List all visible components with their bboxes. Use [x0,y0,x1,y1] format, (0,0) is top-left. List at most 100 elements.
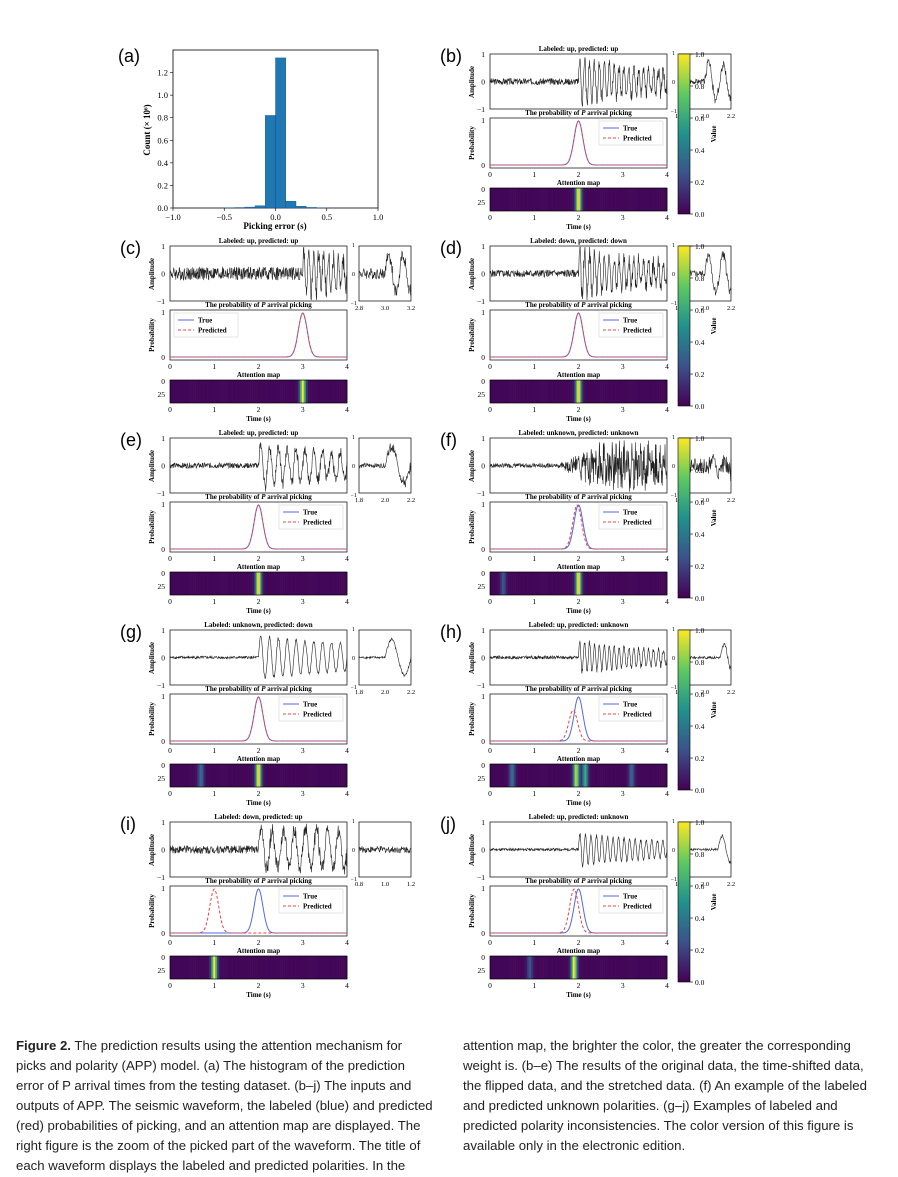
amplitude-label: Amplitude [148,642,156,674]
attention-cell [183,764,187,787]
legend-predicted-label: Predicted [623,519,652,527]
attention-cell [329,380,332,403]
attention-cell [547,764,550,787]
attention-cell [501,572,505,595]
attention-cell [199,380,202,403]
attention-cell [633,764,636,787]
attention-cell [266,572,269,595]
attention-cell [291,764,295,787]
attention-cell [495,380,499,403]
attention-cell [205,956,208,979]
waveform-panel: (e) Labeled: up, predicted: up10−1Amplitu… [120,429,415,615]
attention-cell [641,188,644,211]
attention-cell [207,380,210,403]
legend-true-label: True [623,509,637,517]
attention-cell [199,764,202,787]
attention-cell [490,764,493,787]
attention-cell [227,572,230,595]
attention-cell [517,380,520,403]
attention-cell [497,956,501,979]
time-tick: 3 [621,981,625,990]
attention-cell [191,764,194,787]
probability-tick: 0 [481,161,485,170]
time-tick: 1 [212,405,216,414]
attention-cell [323,764,326,787]
zoom-x-tick: 2.2 [407,689,415,696]
attention-cell [647,764,650,787]
attention-cell [499,380,503,403]
attention-cell [276,956,279,979]
attention-cell [578,380,581,403]
attention-cell [503,764,507,787]
colorbar-tick-label: 0.2 [695,946,705,955]
x-tick-label: 0.5 [321,212,332,222]
true-probability-line [490,504,667,550]
attention-cell [600,380,603,403]
attention-cell [641,764,644,787]
attention-cell [511,188,514,211]
attention-cell [613,572,617,595]
amplitude-tick: 0 [161,270,165,279]
zoom-x-tick: 2.2 [407,497,415,504]
attention-cell [305,764,308,787]
attention-cell [572,572,575,595]
attention-cell [227,764,230,787]
attention-cell [533,764,536,787]
attention-cell [211,764,214,787]
attention-cell [651,956,654,979]
zoom-axes [358,821,412,878]
attention-cell [331,956,334,979]
legend-true-label: True [303,509,317,517]
zoom-x-tick: 1.0 [381,881,389,888]
attention-cell [509,188,512,211]
attention-cell [311,956,314,979]
attention-cell [297,572,301,595]
attention-cell [558,188,562,211]
zoom-x-tick: 2.2 [727,689,735,696]
colorbar-tick-label: 0.8 [695,466,705,475]
attention-cell [606,380,609,403]
attention-cell [337,572,340,595]
x-tick-label: −1.0 [165,212,180,222]
attention-cell [236,572,240,595]
attention-cell [276,764,279,787]
attention-cell [513,572,516,595]
amplitude-tick: 0 [161,462,165,471]
attention-cell [260,956,263,979]
amplitude-tick: −1 [157,681,165,690]
attention-cell [568,380,571,403]
attention-title: Attention map [237,371,280,379]
attention-cell [284,956,287,979]
attention-cell [604,380,607,403]
amplitude-tick: −1 [157,489,165,498]
time-tick: 0 [488,789,492,798]
panel-label: (d) [440,238,462,258]
time-tick: 1 [532,789,536,798]
attention-cell [270,956,273,979]
attention-cell [225,764,228,787]
attention-cell [345,764,348,787]
attention-cell [236,956,240,979]
attention-cell [531,572,534,595]
attention-cell [556,572,560,595]
attention-cell [490,380,493,403]
attention-cell [260,572,263,595]
predicted-probability-line [490,888,667,934]
attention-cell [629,380,632,403]
attention-cell [543,188,546,211]
legend-true-label: True [623,317,637,325]
attention-cell [501,380,505,403]
attention-cell [515,188,518,211]
attention-cell [242,956,246,979]
time-tick: 3 [621,213,625,222]
attention-cell [549,380,552,403]
predicted-probability-line [170,888,347,934]
panel-label: (f) [440,430,457,450]
attention-cell [333,764,336,787]
attention-title: Attention map [557,179,600,187]
attention-cell [211,572,214,595]
attention-cell [621,764,625,787]
attention-cell [623,764,626,787]
attention-cell [209,764,212,787]
attention-cell [272,572,275,595]
